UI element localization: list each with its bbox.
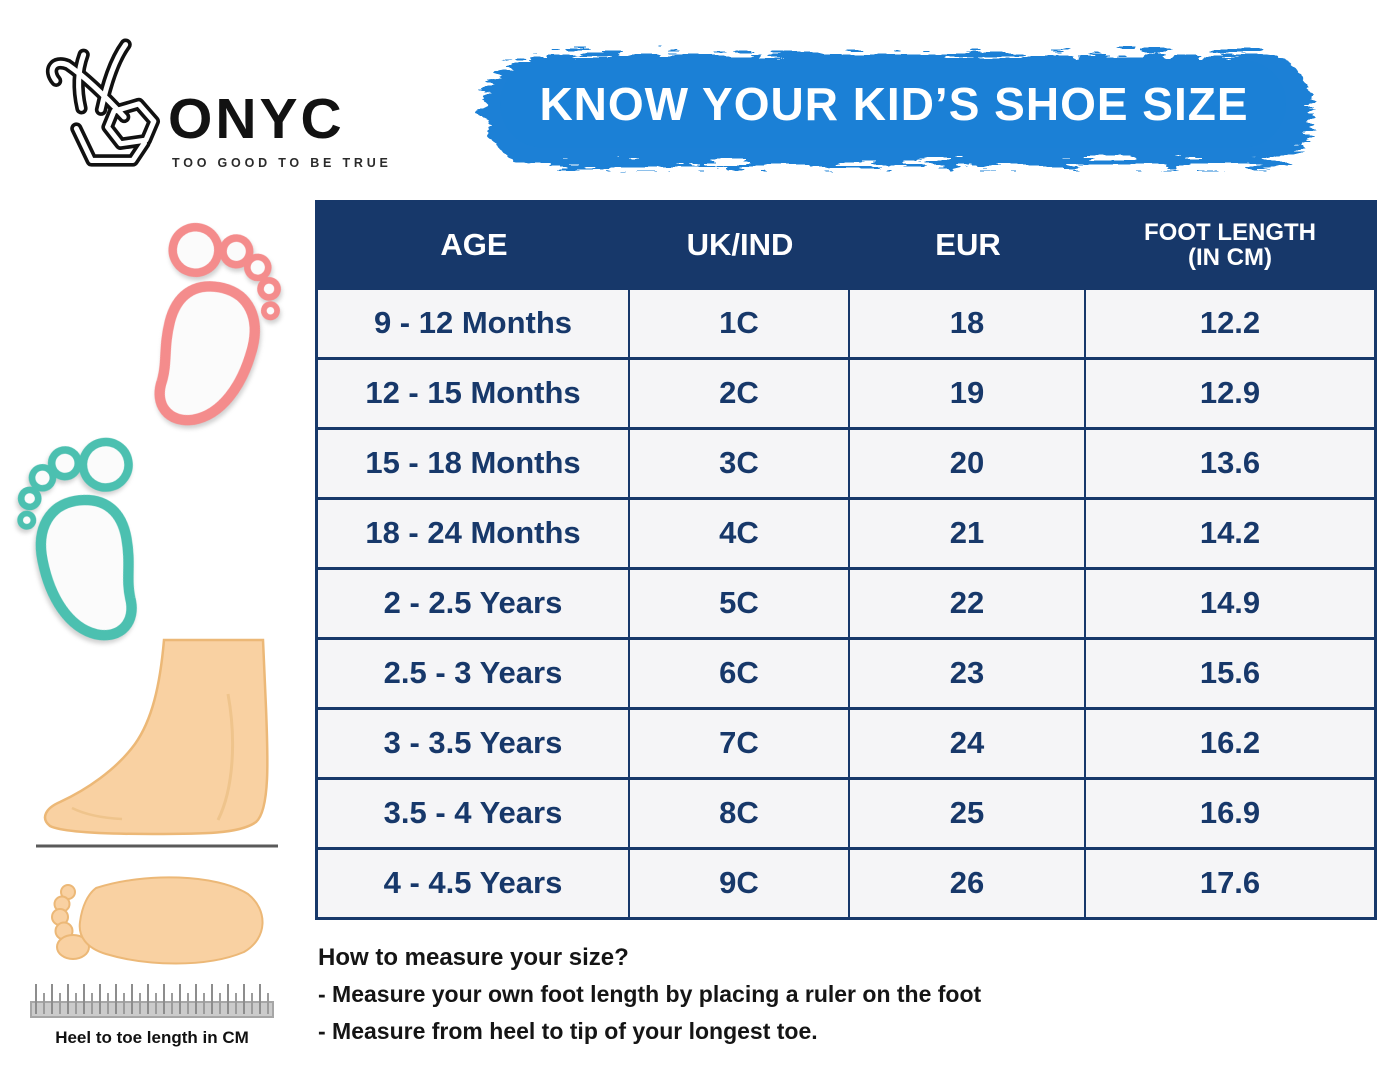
- cell-eur: 23: [850, 640, 1086, 707]
- cell-eur: 24: [850, 710, 1086, 777]
- cell-eur: 21: [850, 500, 1086, 567]
- cell-eur: 26: [850, 850, 1086, 917]
- cell-age: 18 - 24 Months: [318, 500, 630, 567]
- cell-uk: 3C: [630, 430, 850, 497]
- cell-age: 4 - 4.5 Years: [318, 850, 630, 917]
- table-row: 18 - 24 Months 4C 21 14.2: [318, 497, 1374, 567]
- cell-age: 3.5 - 4 Years: [318, 780, 630, 847]
- cell-uk: 2C: [630, 360, 850, 427]
- table-row: 15 - 18 Months 3C 20 13.6: [318, 427, 1374, 497]
- brand-header: ONYC TOO GOOD TO BE TRUE: [30, 20, 390, 180]
- cell-cm: 13.6: [1199, 445, 1261, 481]
- measure-instructions: How to measure your size? - Measure your…: [318, 944, 1118, 1046]
- cell-uk: 5C: [630, 570, 850, 637]
- cell-uk: 9C: [630, 850, 850, 917]
- onyc-logo-icon: [46, 38, 160, 167]
- column-header-uk-ind: UK/IND: [686, 226, 794, 262]
- cell-uk: 7C: [630, 710, 850, 777]
- cell-uk: 6C: [630, 640, 850, 707]
- ruler-caption: Heel to toe length in CM: [55, 1028, 249, 1047]
- ruler-icon: [30, 982, 274, 1018]
- cell-eur: 20: [850, 430, 1086, 497]
- column-header-age: AGE: [440, 226, 508, 262]
- cell-cm: 14.2: [1199, 515, 1261, 551]
- cell-cm: 12.9: [1199, 375, 1261, 411]
- cell-age: 2.5 - 3 Years: [318, 640, 630, 707]
- brand-name: ONYC: [168, 87, 345, 151]
- table-row: 2 - 2.5 Years 5C 22 14.9: [318, 567, 1374, 637]
- cell-age: 15 - 18 Months: [318, 430, 630, 497]
- cell-cm: 12.2: [1199, 305, 1261, 341]
- cell-cm: 17.6: [1199, 865, 1261, 901]
- cell-age: 3 - 3.5 Years: [318, 710, 630, 777]
- brush-stroke-shape: [480, 48, 1306, 160]
- cell-eur: 22: [850, 570, 1086, 637]
- cell-eur: 18: [850, 290, 1086, 357]
- pink-footprint-icon: [154, 222, 281, 426]
- column-header-foot-length: FOOT LENGTH (IN CM): [1144, 218, 1316, 271]
- instruction-item: - Measure your own foot length by placin…: [318, 981, 982, 1007]
- table-header-row: AGE UK/IND EUR FOOT LENGTH (IN CM): [318, 203, 1374, 287]
- table-row: 3.5 - 4 Years 8C 25 16.9: [318, 777, 1374, 847]
- cell-age: 9 - 12 Months: [318, 290, 630, 357]
- table-row: 3 - 3.5 Years 7C 24 16.2: [318, 707, 1374, 777]
- cell-age: 12 - 15 Months: [318, 360, 630, 427]
- page-title: KNOW YOUR KID’S SHOE SIZE: [539, 78, 1249, 130]
- table-row: 4 - 4.5 Years 9C 26 17.6: [318, 847, 1374, 917]
- foot-side-view-icon: [36, 638, 278, 848]
- table-row: 9 - 12 Months 1C 18 12.2: [318, 287, 1374, 357]
- instructions-heading: How to measure your size?: [318, 944, 629, 971]
- column-header-eur: EUR: [935, 226, 1001, 262]
- cell-age: 2 - 2.5 Years: [318, 570, 630, 637]
- table-row: 2.5 - 3 Years 6C 23 15.6: [318, 637, 1374, 707]
- cell-cm: 16.2: [1199, 725, 1261, 761]
- foot-top-view-icon: [51, 876, 264, 965]
- instruction-item: - Measure from heel to tip of your longe…: [318, 1017, 818, 1044]
- cell-eur: 25: [850, 780, 1086, 847]
- size-table: AGE UK/IND EUR FOOT LENGTH (IN CM) 9 - 12…: [315, 200, 1377, 920]
- cell-eur: 19: [850, 360, 1086, 427]
- cell-cm: 15.6: [1199, 655, 1261, 691]
- teal-footprint-icon: [17, 437, 137, 641]
- cell-uk: 1C: [630, 290, 850, 357]
- cell-uk: 4C: [630, 500, 850, 567]
- table-row: 12 - 15 Months 2C 19 12.9: [318, 357, 1374, 427]
- cell-cm: 16.9: [1199, 795, 1261, 831]
- ruler-ticks: [43, 993, 269, 1014]
- cell-uk: 8C: [630, 780, 850, 847]
- title-banner: KNOW YOUR KID’S SHOE SIZE: [452, 26, 1336, 182]
- cell-cm: 14.9: [1199, 585, 1261, 621]
- brand-tagline: TOO GOOD TO BE TRUE: [172, 156, 392, 170]
